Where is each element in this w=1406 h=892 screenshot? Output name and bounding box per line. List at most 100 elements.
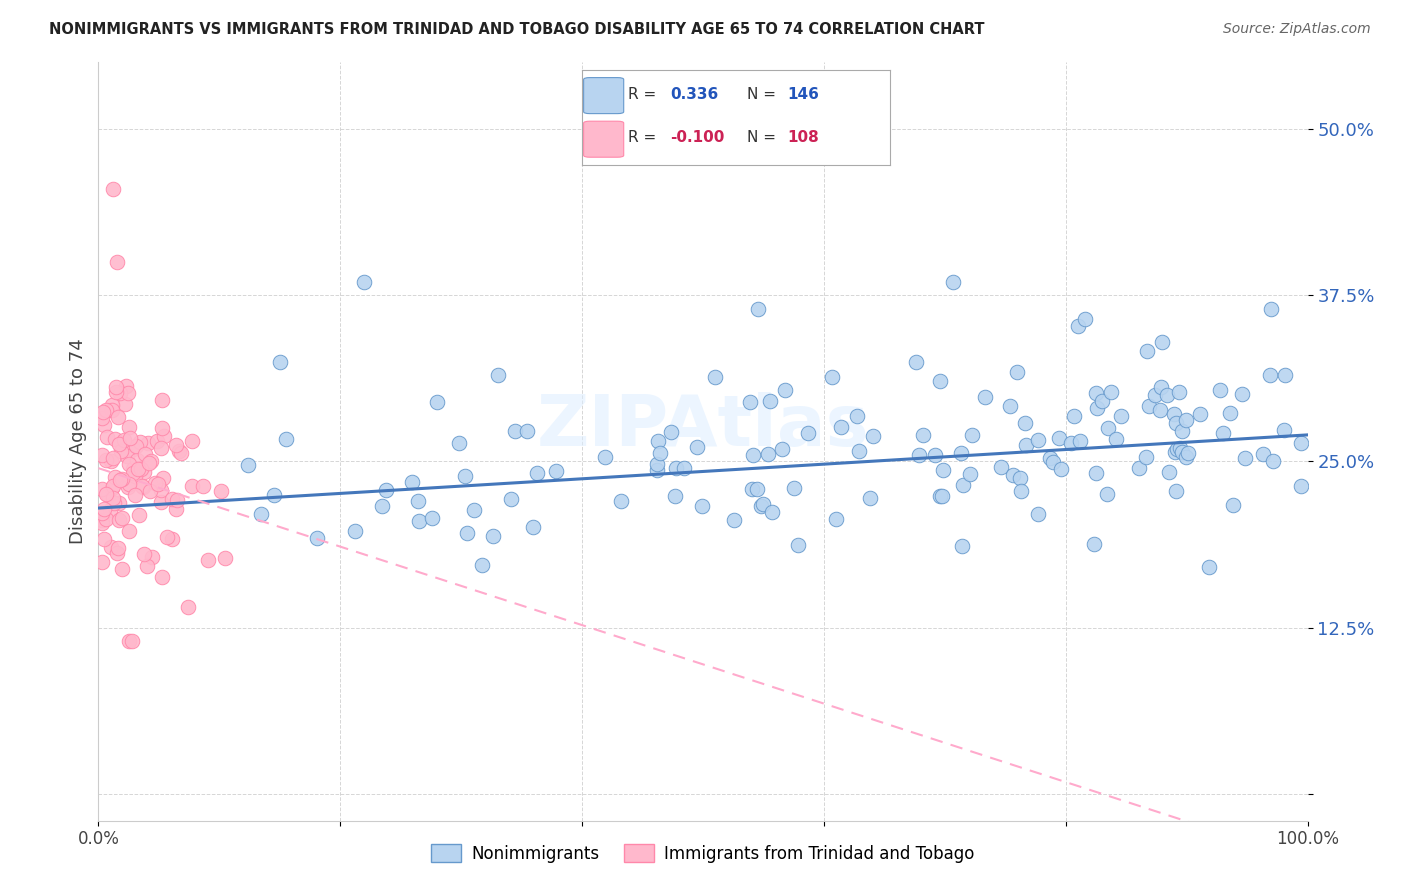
Point <box>141 549 163 564</box>
Point <box>1171 424 1194 438</box>
Point <box>143 476 166 491</box>
Point <box>100 541 122 555</box>
Point <box>672 461 695 475</box>
Point <box>747 301 769 316</box>
Point <box>111 511 134 525</box>
Point <box>456 526 478 541</box>
Point <box>101 182 124 196</box>
Point <box>94 512 117 526</box>
Point <box>825 511 848 525</box>
Point <box>665 461 688 475</box>
Point <box>176 599 198 614</box>
Point <box>645 457 668 471</box>
Point <box>1099 384 1122 399</box>
Point <box>114 433 136 447</box>
Point <box>343 524 366 538</box>
Point <box>974 390 997 404</box>
Point <box>127 462 149 476</box>
Point <box>105 384 128 399</box>
Point <box>136 436 159 450</box>
Point <box>408 493 430 508</box>
Point <box>1149 380 1171 394</box>
Point <box>1090 393 1112 408</box>
Point <box>125 453 148 467</box>
Point <box>149 483 172 497</box>
Point <box>108 473 131 487</box>
Point <box>1198 559 1220 574</box>
Point <box>1260 368 1282 383</box>
Point <box>150 441 173 455</box>
Text: Source: ZipAtlas.com: Source: ZipAtlas.com <box>1223 22 1371 37</box>
Point <box>375 483 398 497</box>
Point <box>94 487 117 501</box>
Point <box>1069 434 1091 448</box>
Point <box>129 435 152 450</box>
Point <box>104 432 127 446</box>
Point <box>408 514 430 528</box>
Point <box>122 442 145 456</box>
Point <box>862 429 884 443</box>
Point <box>150 393 173 408</box>
Point <box>1152 335 1174 350</box>
Point <box>1274 368 1296 383</box>
Point <box>269 355 291 369</box>
Point <box>960 428 983 442</box>
Point <box>1175 450 1198 465</box>
Point <box>371 499 394 513</box>
Point <box>181 479 204 493</box>
Point <box>105 255 128 269</box>
Point <box>105 546 128 560</box>
Point <box>91 449 114 463</box>
Point <box>1015 438 1038 452</box>
Point <box>98 503 121 517</box>
Point <box>1105 432 1128 446</box>
Point <box>135 558 157 573</box>
Point <box>1067 318 1090 333</box>
Point <box>751 497 773 511</box>
Point <box>1085 466 1108 480</box>
Point <box>942 275 965 289</box>
Point <box>307 531 329 545</box>
Point <box>1143 388 1166 402</box>
Point <box>129 462 152 476</box>
Point <box>1063 409 1085 423</box>
Point <box>156 530 179 544</box>
Point <box>249 508 271 522</box>
Point <box>132 547 155 561</box>
Point <box>121 634 143 648</box>
Point <box>1163 407 1185 421</box>
Point <box>108 386 131 401</box>
Point <box>426 394 449 409</box>
Point <box>821 370 844 384</box>
Point <box>91 555 114 569</box>
Point <box>931 489 953 503</box>
Point <box>1128 461 1150 475</box>
Point <box>100 402 122 417</box>
Point <box>128 508 150 522</box>
Point <box>209 484 232 499</box>
Point <box>1010 483 1032 498</box>
Point <box>401 475 423 489</box>
Point <box>104 379 127 393</box>
Point <box>526 467 548 481</box>
Point <box>276 432 298 446</box>
Point <box>1189 407 1212 421</box>
Point <box>101 481 124 495</box>
Point <box>516 424 538 438</box>
Point <box>924 449 946 463</box>
Point <box>91 405 114 419</box>
Point <box>124 468 146 483</box>
Point <box>692 499 714 513</box>
Point <box>463 503 485 517</box>
Point <box>1219 406 1241 420</box>
Point <box>830 420 852 434</box>
Point <box>152 471 174 485</box>
Point <box>1149 403 1171 417</box>
Point <box>1253 447 1275 461</box>
Point <box>1039 450 1062 465</box>
Point <box>1097 421 1119 435</box>
Point <box>111 562 134 576</box>
Point <box>91 482 114 496</box>
Point <box>108 513 131 527</box>
Point <box>1166 484 1188 499</box>
